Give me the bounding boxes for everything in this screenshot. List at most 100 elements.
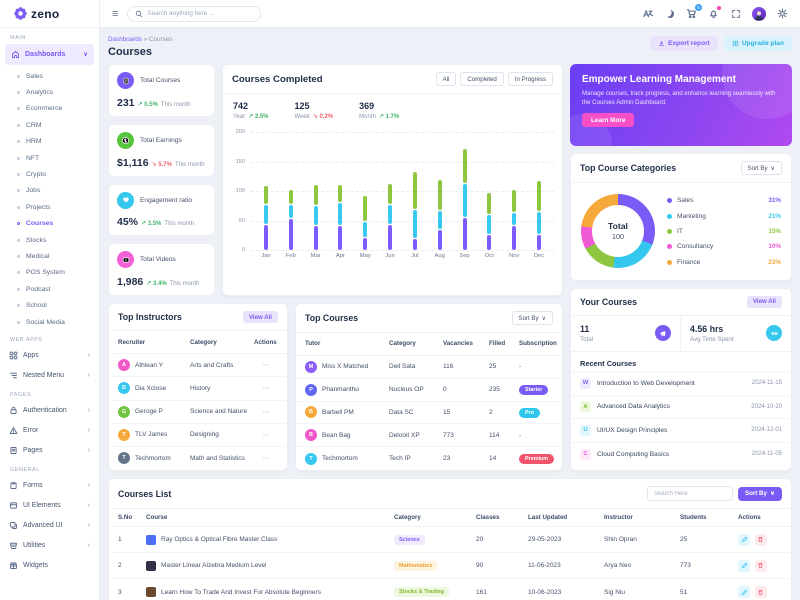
- global-search[interactable]: [127, 5, 262, 22]
- hamburger-menu-icon[interactable]: ≡: [112, 7, 119, 20]
- sidebar-item-sales[interactable]: Sales: [0, 68, 99, 84]
- category-badge: Stocks & Trading: [394, 587, 449, 597]
- sidebar-item-authentication[interactable]: Authentication ›: [0, 400, 99, 420]
- document-icon: [117, 72, 134, 89]
- upgrade-plan-button[interactable]: Upgrade plan: [723, 36, 792, 51]
- sort-by-button[interactable]: Sort By ∨: [737, 486, 782, 501]
- sidebar-item-crypto[interactable]: Crypto: [0, 166, 99, 182]
- bar-segment: [437, 230, 442, 250]
- bar-jan: [257, 186, 275, 250]
- bar-nov: [505, 190, 523, 250]
- bar-segment: [338, 203, 343, 225]
- gridline: [251, 161, 554, 163]
- filter-completed-button[interactable]: Completed: [460, 72, 504, 86]
- view-all-button[interactable]: View All: [242, 311, 278, 323]
- filter-in-progress-button[interactable]: In Progress: [507, 72, 553, 86]
- table-row: G Geroge P Science and Nature ⋯: [109, 401, 287, 424]
- x-tick-label: Mar: [310, 253, 321, 259]
- search-input[interactable]: [147, 10, 254, 17]
- sidebar-item-dashboards[interactable]: Dashboards ∨: [5, 44, 94, 65]
- sidebar-item-nft[interactable]: NFT: [0, 150, 99, 166]
- sidebar-item-podcast[interactable]: Podcast: [0, 281, 99, 297]
- legend-item-finance: Finance 23%: [667, 255, 781, 270]
- cart-icon[interactable]: 5: [686, 4, 702, 19]
- home-icon: [11, 50, 20, 59]
- stacked-bar-chart: 0 50 100 150 200: [236, 129, 554, 253]
- row-actions-menu[interactable]: ⋯: [262, 408, 270, 416]
- banner-title: Empower Learning Management: [582, 74, 736, 85]
- courses-search-input[interactable]: [646, 486, 733, 501]
- breadcrumb-courses: Courses: [148, 36, 173, 43]
- avatar: T: [118, 428, 130, 441]
- sidebar-item-courses[interactable]: Courses: [0, 216, 99, 232]
- edit-button[interactable]: [738, 559, 750, 572]
- sidebar-item-projects[interactable]: Projects: [0, 199, 99, 215]
- edit-button[interactable]: [738, 586, 750, 598]
- recent-course-item[interactable]: U UI/UX Design Principles 2024-12-01: [571, 418, 791, 442]
- recent-course-item[interactable]: W Introduction to Web Development 2024-1…: [571, 370, 791, 395]
- x-tick-label: Nov: [508, 253, 520, 259]
- sidebar-item-pages[interactable]: Pages ›: [0, 440, 99, 460]
- sidebar-item-stocks[interactable]: Stocks: [0, 232, 99, 248]
- sidebar-item-pos-system[interactable]: POS System: [0, 265, 99, 281]
- sidebar-item-widgets[interactable]: Widgets: [0, 555, 99, 575]
- sidebar-item-crm[interactable]: CRM: [0, 117, 99, 133]
- recent-course-item[interactable]: A Advanced Data Analytics 2024-10-20: [571, 394, 791, 419]
- breadcrumb-dashboards[interactable]: Dashboards: [108, 36, 142, 43]
- learn-more-button[interactable]: Learn More: [582, 113, 635, 128]
- view-all-button[interactable]: View All: [746, 295, 782, 308]
- sidebar-item-hrm[interactable]: HRM: [0, 134, 99, 150]
- row-actions-menu[interactable]: ⋯: [262, 455, 270, 463]
- settings-gear-icon[interactable]: [777, 8, 788, 19]
- sort-by-button[interactable]: Sort By ∨: [511, 311, 553, 325]
- bar-segment: [512, 226, 517, 250]
- course-initial-badge: W: [580, 377, 591, 389]
- delete-button[interactable]: [754, 559, 767, 572]
- fullscreen-icon[interactable]: [730, 8, 741, 19]
- sidebar-item-apps[interactable]: Apps ›: [0, 345, 99, 365]
- sidebar-item-nested-menu[interactable]: Nested Menu ›: [0, 365, 99, 385]
- sidebar-item-error[interactable]: Error ›: [0, 420, 99, 440]
- sort-by-button[interactable]: Sort By ∨: [740, 161, 782, 175]
- delete-button[interactable]: [754, 586, 767, 598]
- filter-all-button[interactable]: All: [435, 72, 457, 86]
- row-actions-menu[interactable]: ⋯: [262, 385, 270, 393]
- sidebar-item-ecommerce[interactable]: Ecommerce: [0, 101, 99, 117]
- table-row: D Dia Xclose History ⋯: [109, 377, 287, 401]
- y-tick-label: 0: [241, 247, 245, 253]
- table-row: B Bean Bag Delooit XP 773 114 -: [296, 424, 562, 448]
- bar-segment: [288, 205, 293, 218]
- user-avatar[interactable]: [752, 6, 766, 21]
- sidebar-item-ui-elements[interactable]: UI Elements ›: [0, 495, 99, 515]
- sidebar-item-advanced-ui[interactable]: Advanced UI ›: [0, 515, 99, 535]
- x-tick-label: May: [359, 253, 371, 259]
- gridline: [251, 220, 554, 222]
- course-thumbnail: [146, 560, 156, 571]
- row-actions-menu[interactable]: ⋯: [262, 362, 270, 370]
- notification-bell-icon[interactable]: [708, 6, 721, 19]
- sidebar-item-utilities[interactable]: Utilities ›: [0, 535, 99, 555]
- sidebar-item-school[interactable]: School: [0, 297, 99, 313]
- bar-segment: [412, 172, 417, 209]
- sidebar-item-analytics[interactable]: Analytics: [0, 84, 99, 100]
- delete-button[interactable]: [754, 533, 767, 546]
- course-initial-badge: A: [580, 401, 591, 413]
- breadcrumb-separator: »: [143, 36, 148, 43]
- translate-icon[interactable]: [642, 8, 653, 19]
- avatar: T: [305, 452, 317, 465]
- sidebar-item-medical[interactable]: Medical: [0, 248, 99, 264]
- brand-logo[interactable]: zeno: [0, 0, 99, 28]
- dark-mode-moon-icon[interactable]: [664, 8, 675, 19]
- notification-dot: [717, 6, 721, 10]
- bar-segment: [338, 226, 343, 250]
- recent-course-item[interactable]: C Cloud Computing Basics 2024-11-05: [571, 441, 791, 466]
- sidebar-item-jobs[interactable]: Jobs: [0, 183, 99, 199]
- sidebar-item-social-media[interactable]: Social Media: [0, 314, 99, 330]
- export-report-button[interactable]: Export report: [650, 36, 718, 51]
- table-row: B Barbell PM Data SC 15 2 Pro: [296, 402, 562, 425]
- edit-button[interactable]: [738, 533, 750, 546]
- trend-up: ↗ 3.5%: [141, 221, 162, 228]
- row-actions-menu[interactable]: ⋯: [262, 431, 270, 439]
- sidebar-item-forms[interactable]: Forms ›: [0, 475, 99, 495]
- subscription-badge: Premium: [519, 454, 555, 465]
